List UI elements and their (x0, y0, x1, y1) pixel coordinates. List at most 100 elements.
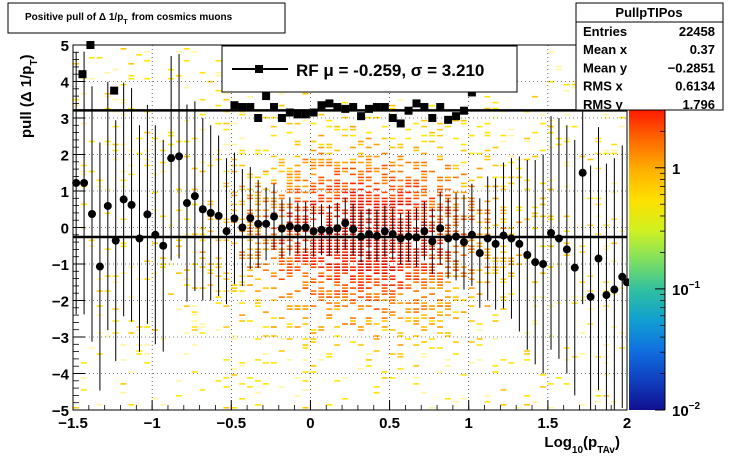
heatmap-cell (128, 77, 135, 80)
heatmap-cell (342, 272, 348, 274)
heatmap-cell (96, 404, 103, 406)
heatmap-cell (373, 197, 380, 200)
high-point (341, 104, 350, 113)
stats-rows: Entries 22458 Mean x 0.37 Mean y −0.2851 RMS x… (583, 24, 716, 112)
heatmap-cell (334, 308, 341, 310)
heatmap-cell (413, 167, 420, 170)
heatmap-cell (381, 173, 388, 176)
profile-point (182, 199, 191, 208)
heatmap-cell (413, 182, 420, 185)
heatmap-cell (175, 380, 182, 382)
heatmap-cell (262, 287, 269, 289)
heatmap-cell (342, 134, 348, 137)
heatmap-cell (555, 377, 562, 379)
heatmap-cell (357, 197, 364, 200)
heatmap-cell (120, 344, 127, 346)
heatmap-cell (255, 302, 261, 304)
heatmap-cell (484, 134, 491, 137)
heatmap-cell (239, 113, 246, 116)
heatmap-cell (286, 182, 293, 185)
stats-label: RMS y (583, 97, 624, 112)
heatmap-cell (421, 194, 428, 197)
heatmap-cell (302, 92, 309, 95)
heatmap-cell (342, 284, 348, 286)
heatmap-cell (350, 167, 356, 170)
heatmap-cell (445, 365, 451, 367)
heatmap-cell (326, 197, 333, 200)
heatmap-cell (175, 272, 182, 274)
heatmap-cell (381, 320, 388, 322)
heatmap-cell (239, 149, 246, 152)
color-bar-label: 10−1 (672, 280, 701, 299)
heatmap-cell (342, 185, 348, 188)
profile-point (119, 195, 128, 204)
heatmap-cell (357, 203, 364, 206)
heatmap-cell (555, 68, 562, 71)
heatmap-cell (302, 260, 309, 262)
heatmap-cell (318, 260, 325, 262)
x-tick-label: 1.5 (537, 415, 558, 432)
heatmap-cell (231, 143, 238, 146)
heatmap-cell (318, 299, 325, 301)
heatmap-cell (524, 353, 530, 355)
heatmap-cell (278, 278, 285, 280)
heatmap-cell (294, 179, 301, 182)
profile-point (143, 210, 152, 219)
heatmap-cell (350, 173, 356, 176)
heatmap-cell (445, 179, 451, 182)
profile-point (396, 234, 405, 243)
profile-point (475, 249, 484, 258)
heatmap-cell (445, 125, 451, 128)
heatmap-cell (524, 395, 530, 397)
heatmap-cell (539, 149, 546, 152)
heatmap-cell (405, 161, 412, 164)
heatmap-cell (389, 377, 396, 379)
heatmap-cell (334, 182, 341, 185)
heatmap-cell (452, 311, 459, 313)
heatmap-cell (334, 167, 341, 170)
profile-point (95, 262, 104, 271)
profile-point (277, 224, 286, 233)
y-tick-label: −2 (52, 294, 69, 311)
heatmap-cell (302, 308, 309, 310)
heatmap-cell (73, 407, 79, 409)
heatmap-cell (579, 332, 586, 334)
profile-point (420, 227, 429, 236)
stats-name: PullpTIPos (615, 5, 682, 20)
heatmap-cell (421, 284, 428, 286)
heatmap-cell (500, 308, 507, 310)
heatmap-cell (262, 335, 269, 337)
heatmap-cell (262, 326, 269, 328)
heatmap-cell (405, 128, 412, 131)
heatmap-cell (437, 122, 443, 125)
heatmap-cell (144, 77, 151, 80)
heatmap-cell (357, 329, 364, 331)
heatmap-cell (318, 161, 325, 164)
heatmap-cell (247, 320, 253, 322)
heatmap-cell (437, 281, 443, 283)
heatmap-cell (421, 287, 428, 289)
heatmap-cell (357, 194, 364, 197)
high-point (444, 115, 453, 124)
heatmap-cell (445, 308, 451, 310)
heatmap-cell (302, 305, 309, 307)
heatmap-cell (152, 398, 158, 400)
heatmap-cell (191, 371, 198, 373)
heatmap-cell (437, 371, 443, 373)
heatmap-cell (452, 353, 459, 355)
heatmap-cell (421, 125, 428, 128)
heatmap-cell (373, 281, 380, 283)
heatmap-cell (286, 338, 293, 340)
heatmap-cell (342, 188, 348, 191)
heatmap-cell (350, 323, 356, 325)
heatmap-cell (350, 191, 356, 194)
profile-point (594, 254, 603, 263)
heatmap-cell (350, 275, 356, 277)
heatmap-cell (199, 113, 206, 116)
heatmap-cell (365, 158, 372, 161)
heatmap-cell (350, 146, 356, 149)
heatmap-cell (381, 197, 388, 200)
profile-point (309, 227, 318, 236)
heatmap-cell (357, 344, 364, 346)
